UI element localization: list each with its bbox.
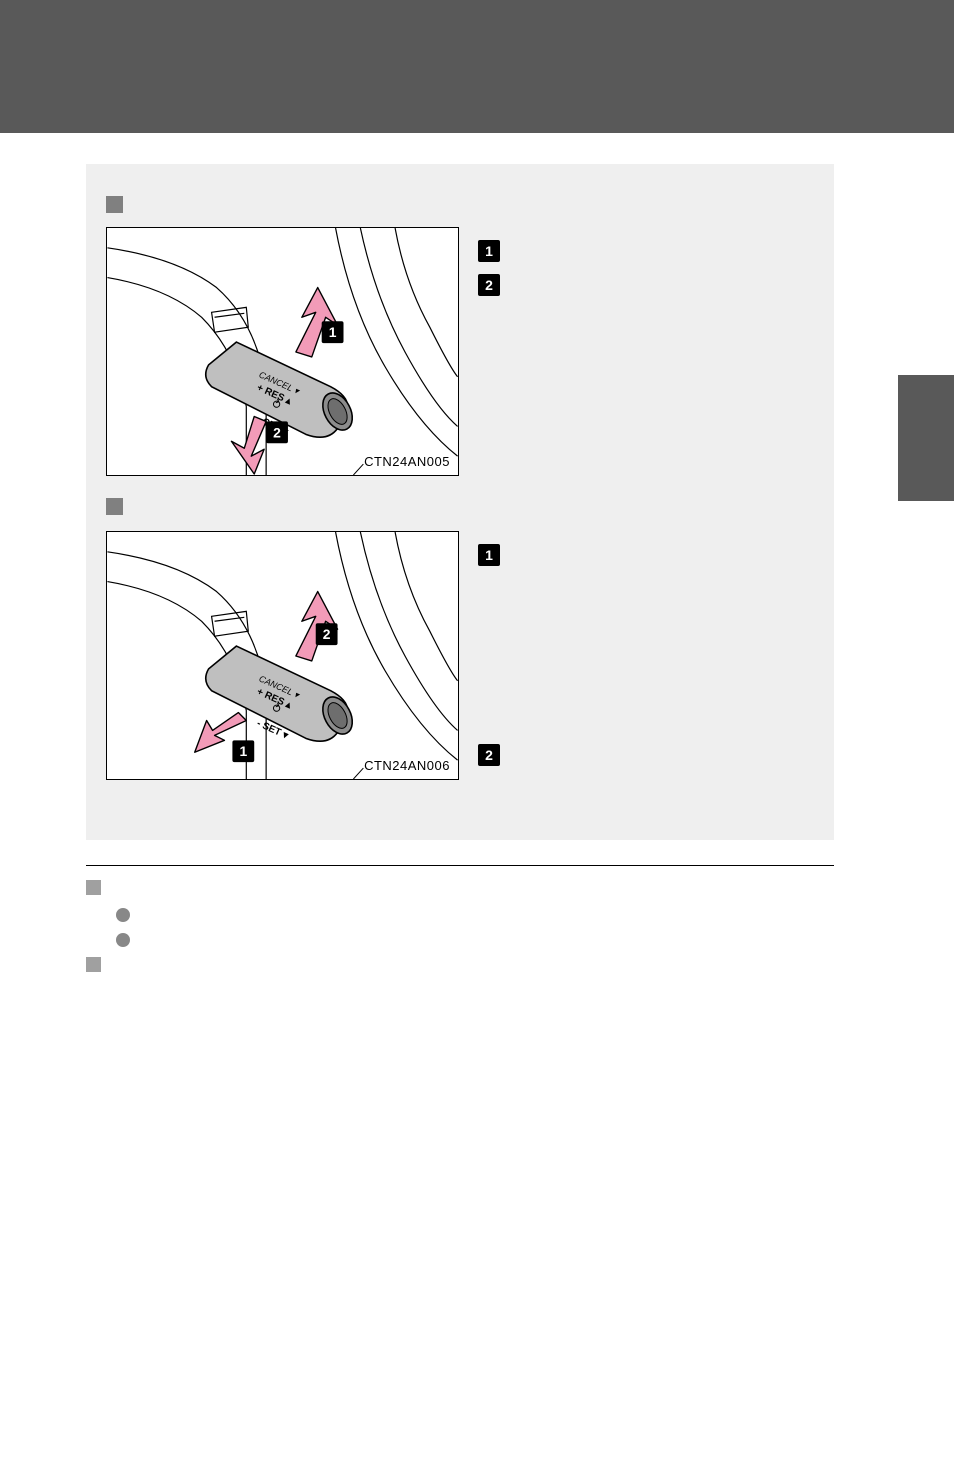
fig1-badge-2: 2 [273, 424, 281, 440]
callout-2a: 1 [478, 544, 510, 566]
note-item-2 [86, 955, 834, 972]
header-band [0, 0, 954, 133]
cruise-lever-illustration-1: CANCEL ▾ + RES ▴ ⥁ - SET ▾ 1 2 [107, 228, 458, 475]
figure-2-code: CTN24AN006 [364, 758, 450, 773]
note-item-1 [86, 878, 834, 895]
section-marker-1 [106, 196, 137, 214]
figure-1: CANCEL ▾ + RES ▴ ⥁ - SET ▾ 1 2 [106, 227, 459, 476]
num-badge-2: 2 [478, 274, 500, 296]
lower-notes [86, 878, 834, 982]
bullet-item-2 [86, 930, 834, 947]
callout-1a: 1 [478, 240, 510, 262]
side-tab [898, 375, 954, 501]
dot-bullet-icon [116, 933, 130, 947]
content-box: CANCEL ▾ + RES ▴ ⥁ - SET ▾ 1 2 [86, 164, 834, 840]
callout-1b: 2 [478, 274, 510, 296]
separator-line [86, 865, 834, 866]
fig2-badge-1: 1 [239, 743, 247, 759]
num-badge-4: 2 [478, 744, 500, 766]
figure-2: CANCEL ▾ + RES ▴ ⥁ - SET ▾ 2 1 [106, 531, 459, 780]
callout-2b: 2 [478, 744, 510, 766]
figure-1-code: CTN24AN005 [364, 454, 450, 469]
square-bullet-icon [86, 957, 101, 972]
square-bullet-icon [86, 880, 101, 895]
fig1-badge-1: 1 [329, 324, 337, 340]
cruise-lever-illustration-2: CANCEL ▾ + RES ▴ ⥁ - SET ▾ 2 1 [107, 532, 458, 779]
dot-bullet-icon [116, 908, 130, 922]
bullet-item-1 [86, 905, 834, 922]
fig2-badge-2: 2 [323, 626, 331, 642]
section-marker-2 [106, 498, 137, 516]
num-badge-1: 1 [478, 240, 500, 262]
num-badge-3: 1 [478, 544, 500, 566]
page: CANCEL ▾ + RES ▴ ⥁ - SET ▾ 1 2 [0, 0, 954, 1475]
